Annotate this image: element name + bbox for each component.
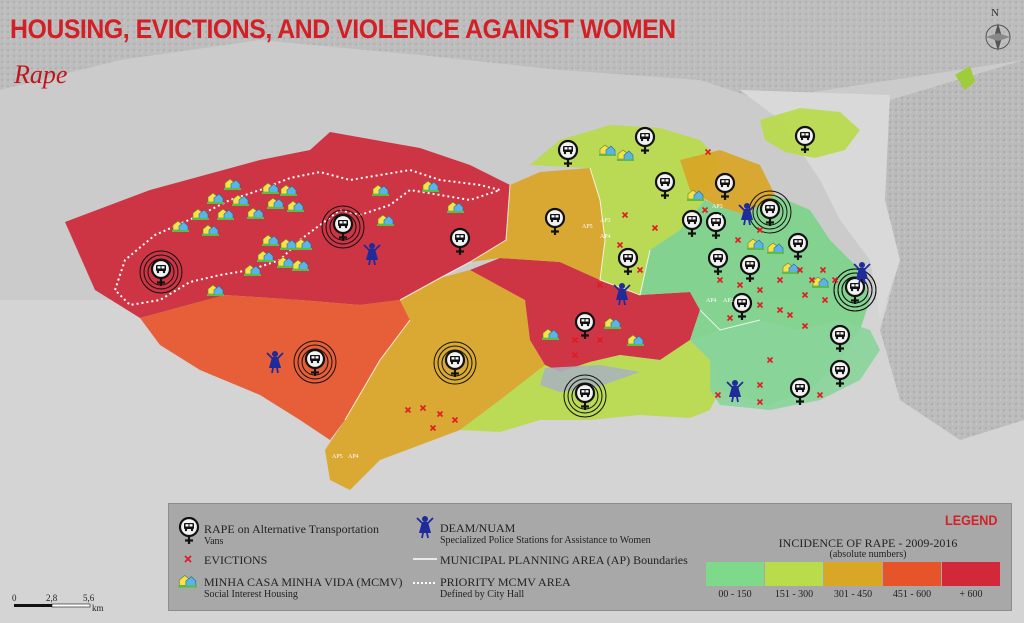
police-woman-icon [416,515,434,539]
incidence-bin-label: 151 - 300 [774,589,814,600]
ap-boundaries [344,167,761,421]
legend-mcmv-label: MINHA CASA MINHA VIDA (MCMV) [204,575,403,589]
map-subtitle: Rape [14,60,68,89]
lagoon [540,365,640,392]
female-van-icon [178,517,200,546]
map-title: HOUSING, EVICTIONS, AND VIOLENCE AGAINST… [10,14,676,44]
incidence-bin-label: + 600 [959,589,983,600]
incidence-bin-swatch [765,562,823,586]
region-island-small [955,66,975,90]
priority-swatch [413,582,437,584]
legend-heading: LEGEND [945,512,998,528]
incidence-bin-swatch [706,562,764,586]
scale-tick: 2,8 [46,593,58,603]
bay-water [740,90,900,320]
legend-deam-label: DEAM/NUAM [440,521,516,535]
scale-unit: km [92,603,104,613]
housing-icon [177,574,198,589]
ap-label: AP4 [712,214,723,220]
scale-tick: 0 [12,593,17,603]
ap-boundary-swatch [413,558,437,560]
legend-deam-sublabel: Specialized Police Stations for Assistan… [440,535,651,546]
ap-label: AP5 [582,224,593,230]
legend-panel [168,503,1012,611]
incidence-color-bar [706,562,1000,586]
ap-label: AP2 [723,298,734,304]
legend-rape-label: RAPE on Alternative Transportation [204,522,379,536]
legend-mcmv-sublabel: Social Interest Housing [204,589,298,600]
scale-bar [14,603,91,608]
legend-rape-sublabel: Vans [204,536,224,547]
ap-label: AP3 [600,218,611,224]
incidence-subtitle: (absolute numbers) [829,549,907,560]
incidence-bin-swatch [824,562,882,586]
legend-ap-label: MUNICIPAL PLANNING AREA (AP) Boundaries [440,553,688,567]
legend-evictions-label: EVICTIONS [204,553,268,567]
incidence-bin-label: 451 - 600 [892,589,932,600]
red-x-icon [184,555,192,563]
ap-label: AP3 [712,204,723,210]
incidence-bin-label: 00 - 150 [718,589,752,600]
region-west-plus600 [65,132,510,318]
ap-label: AP4 [706,298,717,304]
urban-land-north [0,0,1024,100]
ap-label: AP4 [600,234,611,240]
scale-tick: 5,6 [83,593,95,603]
incidence-bin-label: 301 - 450 [833,589,873,600]
legend-priority-label: PRIORITY MCMV AREA [440,575,571,589]
incidence-bin-swatch [883,562,941,586]
incidence-title: INCIDENCE OF RAPE - 2009-2016 [778,536,958,550]
north-label: N [991,7,999,19]
north-arrow-icon [985,23,1011,51]
region-barra-301-450 [325,270,545,490]
legend-priority-sublabel: Defined by City Hall [440,589,525,600]
region-north-151-300 [530,125,720,295]
ap-label: AP5 [332,454,343,460]
incidence-bin-swatch [942,562,1000,586]
niteroi-land [880,60,1024,440]
ap-label: AP4 [348,454,359,460]
region-madureira-301-450 [470,168,605,280]
